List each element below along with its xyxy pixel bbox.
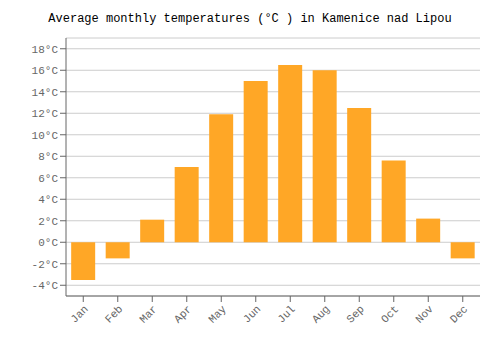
svg-text:Jun: Jun — [241, 303, 263, 325]
svg-text:Feb: Feb — [103, 303, 125, 325]
svg-text:8°C: 8°C — [38, 151, 58, 163]
svg-text:Jul: Jul — [275, 303, 297, 325]
html-text:Average monthly temperatures (: Average monthly temperatures (°C ) in Ka… — [48, 12, 452, 26]
svg-text:Oct: Oct — [379, 303, 401, 325]
svg-text:14°C: 14°C — [32, 87, 59, 99]
svg-text:0°C: 0°C — [38, 237, 58, 249]
svg-text:4°C: 4°C — [38, 194, 58, 206]
svg-text:Dec: Dec — [448, 303, 470, 325]
svg-text:2°C: 2°C — [38, 216, 58, 228]
svg-text:Apr: Apr — [172, 303, 194, 325]
svg-text:12°C: 12°C — [32, 108, 59, 120]
svg-text:-2°C: -2°C — [32, 259, 59, 271]
svg-text:May: May — [206, 303, 229, 326]
svg-text:6°C: 6°C — [38, 173, 58, 185]
svg-text:Nov: Nov — [413, 303, 436, 326]
svg-text:Aug: Aug — [310, 303, 332, 325]
svg-text:Mar: Mar — [137, 303, 159, 325]
svg-text:18°C: 18°C — [32, 44, 59, 56]
svg-text:Jan: Jan — [68, 303, 90, 325]
svg-text:10°C: 10°C — [32, 130, 59, 142]
svg-text:16°C: 16°C — [32, 65, 59, 77]
svg-text:-4°C: -4°C — [32, 280, 59, 292]
svg-text:Sep: Sep — [344, 303, 366, 325]
